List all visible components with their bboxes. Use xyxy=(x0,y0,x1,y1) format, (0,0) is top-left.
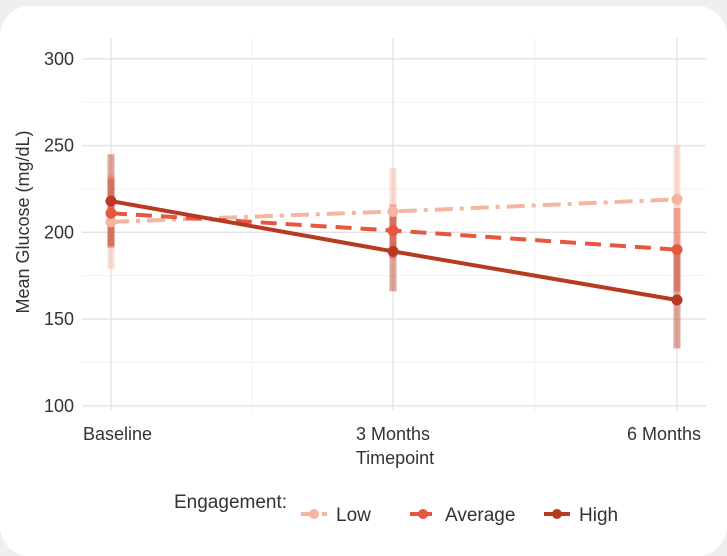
data-point xyxy=(105,207,117,219)
legend-title: Engagement: xyxy=(174,492,287,513)
y-tick-label: 100 xyxy=(44,396,74,416)
data-point xyxy=(387,225,399,237)
y-tick-label: 250 xyxy=(44,136,74,156)
data-point xyxy=(387,205,399,217)
y-tick-label: 150 xyxy=(44,309,74,329)
legend-key-point xyxy=(552,509,562,519)
chart-card: 100 150 200 250 300 Baseline 3 Months 6 Months… xyxy=(0,6,727,556)
legend-label: Average xyxy=(445,505,515,526)
legend: Engagement: Low Average High xyxy=(174,492,618,526)
x-tick-labels: Baseline 3 Months 6 Months xyxy=(83,424,701,444)
y-tick-label: 200 xyxy=(44,222,74,242)
data-point xyxy=(105,195,117,207)
data-points xyxy=(105,193,683,306)
legend-key-point xyxy=(309,509,319,519)
legend-label: Low xyxy=(336,505,371,526)
x-axis-label: Timepoint xyxy=(356,448,434,468)
glucose-line-chart: 100 150 200 250 300 Baseline 3 Months 6 Months… xyxy=(13,38,706,526)
data-point xyxy=(671,193,683,205)
data-point xyxy=(671,294,683,306)
data-point xyxy=(387,245,399,257)
data-point xyxy=(671,244,683,256)
series-line xyxy=(110,197,678,224)
legend-key-point xyxy=(418,509,428,519)
x-tick-label: 3 Months xyxy=(356,424,430,444)
legend-label: High xyxy=(579,505,618,526)
y-tick-labels: 100 150 200 250 300 xyxy=(44,49,74,416)
y-axis-label: Mean Glucose (mg/dL) xyxy=(13,130,33,313)
data-point xyxy=(105,216,117,228)
x-tick-label: 6 Months xyxy=(627,424,701,444)
y-tick-label: 300 xyxy=(44,49,74,69)
grid xyxy=(82,38,706,411)
x-tick-label: Baseline xyxy=(83,424,152,444)
